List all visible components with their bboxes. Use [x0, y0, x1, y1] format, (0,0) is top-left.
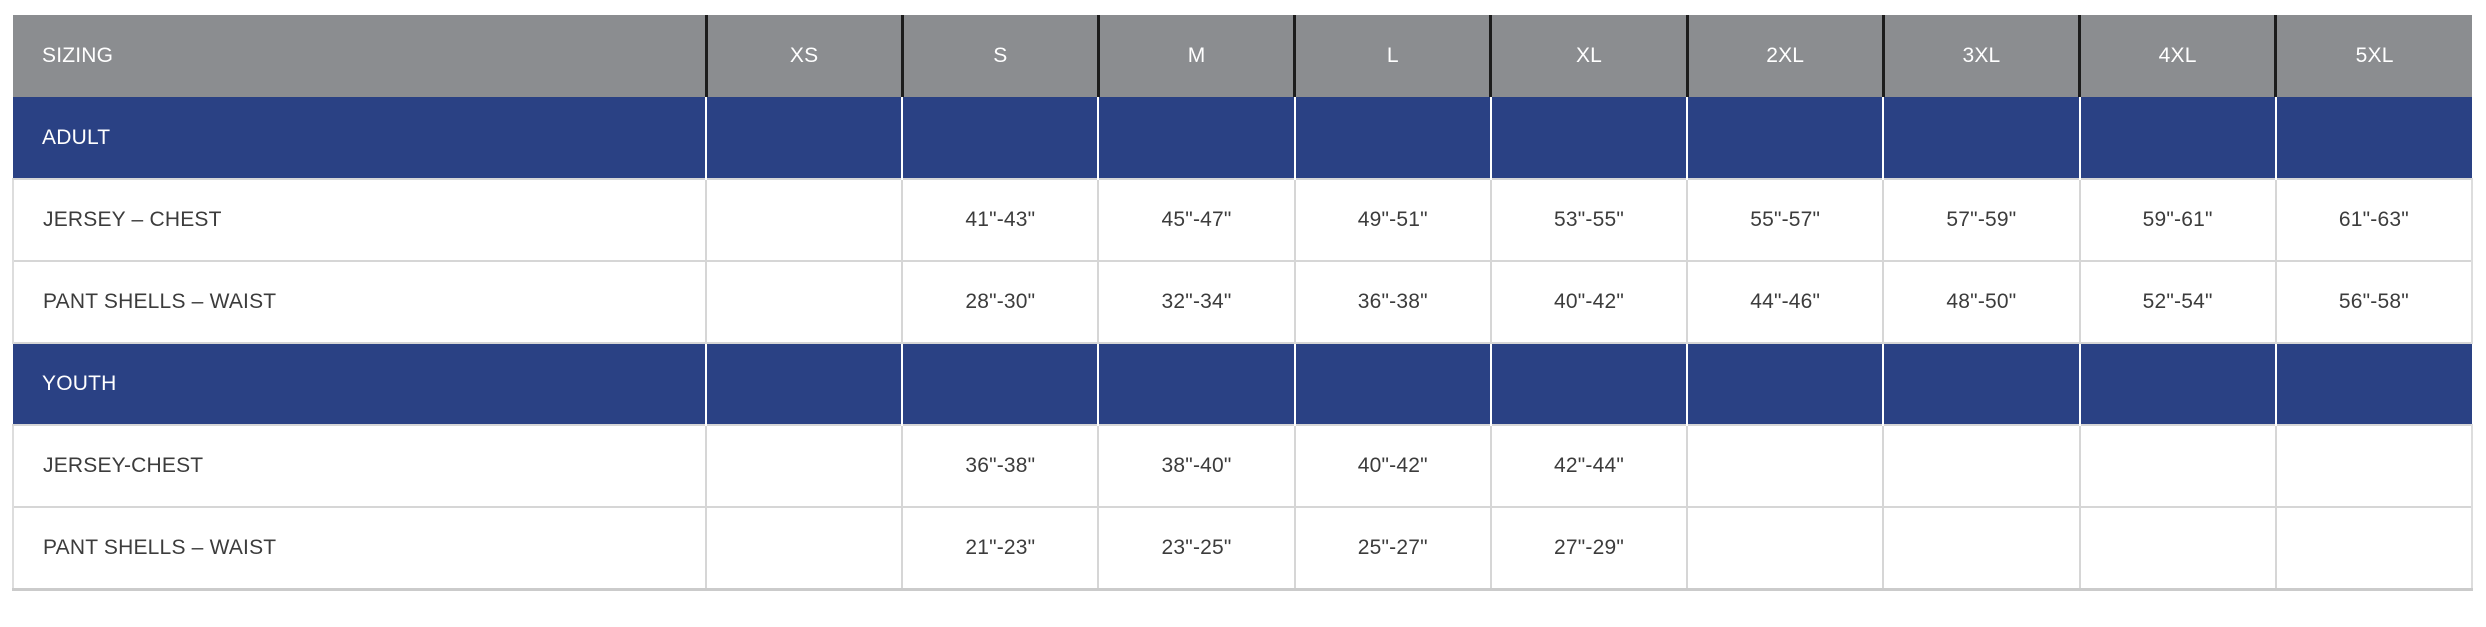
- size-cell-s: 21"-23": [901, 506, 1099, 589]
- section-row-adult: ADULT: [13, 97, 2472, 179]
- section-cell: [1293, 342, 1491, 425]
- section-cell: [1882, 342, 2080, 425]
- sizing-header-label: SIZING: [13, 15, 706, 97]
- size-cell-5xl: 56"-58": [2274, 260, 2474, 343]
- size-cell-3xl: [1882, 506, 2080, 589]
- size-cell-l: 40"-42": [1293, 424, 1491, 507]
- column-header-m: M: [1096, 15, 1295, 97]
- size-cell-2xl: [1686, 424, 1884, 507]
- section-cell: [1686, 97, 1884, 179]
- table-header-row: SIZING XS S M L XL 2XL 3XL 4XL 5XL: [13, 15, 2472, 97]
- size-cell-m: 38"-40": [1097, 424, 1295, 507]
- column-header-3xl: 3XL: [1881, 15, 2080, 97]
- section-cell: [704, 97, 903, 179]
- size-cell-5xl: [2274, 424, 2474, 507]
- size-cell-m: 32"-34": [1097, 260, 1295, 343]
- size-cell-5xl: 61"-63": [2274, 178, 2474, 261]
- column-header-4xl: 4XL: [2078, 15, 2276, 97]
- size-cell-l: 36"-38": [1293, 260, 1491, 343]
- size-cell-l: 25"-27": [1293, 506, 1491, 589]
- size-cell-xs: [704, 260, 903, 343]
- size-cell-2xl: 44"-46": [1686, 260, 1884, 343]
- size-cell-m: 45"-47": [1097, 178, 1295, 261]
- size-cell-xs: [704, 424, 903, 507]
- section-cell: [1293, 97, 1491, 179]
- size-cell-4xl: 59"-61": [2078, 178, 2276, 261]
- section-cell: [1097, 342, 1295, 425]
- size-cell-3xl: 48"-50": [1882, 260, 2080, 343]
- size-cell-4xl: 52"-54": [2078, 260, 2276, 343]
- size-cell-2xl: 55"-57": [1686, 178, 1884, 261]
- section-label-youth: YOUTH: [13, 342, 706, 425]
- size-cell-4xl: [2078, 506, 2276, 589]
- table-row-adult-jersey-chest: JERSEY – CHEST 41"-43" 45"-47" 49"-51" 5…: [12, 178, 2474, 261]
- sizing-table: SIZING XS S M L XL 2XL 3XL 4XL 5XL ADULT: [12, 15, 2474, 591]
- size-cell-m: 23"-25": [1097, 506, 1295, 589]
- section-cell: [1489, 342, 1688, 425]
- size-cell-xs: [704, 178, 903, 261]
- section-row-youth: YOUTH: [13, 342, 2472, 425]
- section-cell: [1686, 342, 1884, 425]
- column-header-xl: XL: [1489, 15, 1688, 97]
- section-cell: [2274, 342, 2472, 425]
- column-header-s: S: [900, 15, 1099, 97]
- table-row-adult-pant-shells-waist: PANT SHELLS – WAIST 28"-30" 32"-34" 36"-…: [12, 260, 2474, 343]
- section-cell: [1097, 97, 1295, 179]
- size-cell-3xl: 57"-59": [1882, 178, 2080, 261]
- section-cell: [704, 342, 903, 425]
- size-cell-2xl: [1686, 506, 1884, 589]
- row-label: JERSEY – CHEST: [12, 178, 706, 261]
- table-row-youth-pant-shells-waist: PANT SHELLS – WAIST 21"-23" 23"-25" 25"-…: [12, 506, 2474, 589]
- row-label: PANT SHELLS – WAIST: [12, 260, 706, 343]
- section-cell: [2274, 97, 2472, 179]
- column-header-5xl: 5XL: [2274, 15, 2472, 97]
- size-cell-xl: 53"-55": [1489, 178, 1688, 261]
- column-header-xs: XS: [704, 15, 903, 97]
- size-cell-xl: 40"-42": [1489, 260, 1688, 343]
- section-cell: [1489, 97, 1688, 179]
- row-label: JERSEY-CHEST: [12, 424, 706, 507]
- size-cell-4xl: [2078, 424, 2276, 507]
- section-cell: [2078, 97, 2276, 179]
- table-row-youth-jersey-chest: JERSEY-CHEST 36"-38" 38"-40" 40"-42" 42"…: [12, 424, 2474, 507]
- size-cell-xl: 42"-44": [1489, 424, 1688, 507]
- section-cell: [901, 97, 1099, 179]
- section-label-adult: ADULT: [13, 97, 706, 179]
- size-cell-s: 36"-38": [901, 424, 1099, 507]
- size-cell-5xl: [2274, 506, 2474, 589]
- size-cell-s: 41"-43": [901, 178, 1099, 261]
- size-cell-3xl: [1882, 424, 2080, 507]
- size-cell-xl: 27"-29": [1489, 506, 1688, 589]
- row-label: PANT SHELLS – WAIST: [12, 506, 706, 589]
- size-cell-s: 28"-30": [901, 260, 1099, 343]
- column-header-l: L: [1293, 15, 1491, 97]
- size-cell-l: 49"-51": [1293, 178, 1491, 261]
- column-header-2xl: 2XL: [1685, 15, 1884, 97]
- section-cell: [2078, 342, 2276, 425]
- section-cell: [901, 342, 1099, 425]
- size-cell-xs: [704, 506, 903, 589]
- section-cell: [1882, 97, 2080, 179]
